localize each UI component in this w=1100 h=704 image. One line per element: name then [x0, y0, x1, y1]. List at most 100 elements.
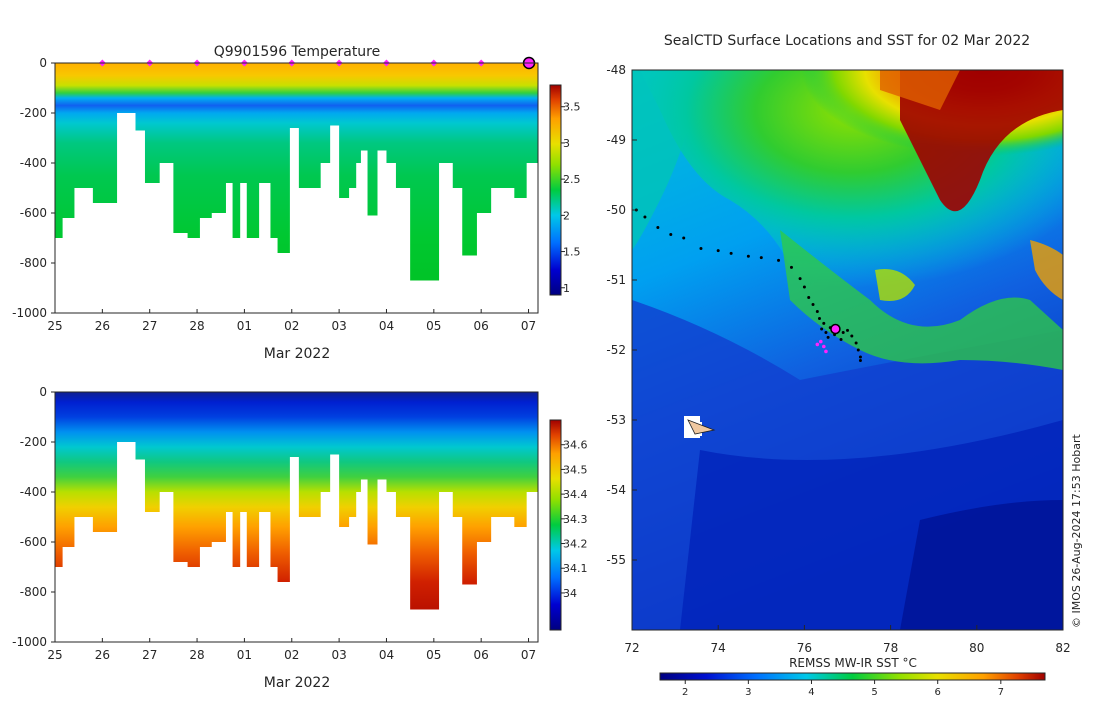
profile-column: [211, 63, 226, 213]
map-colorbar-tick-label: 2: [682, 687, 688, 698]
x-tick-label: 06: [474, 319, 489, 333]
x-tick-label: 02: [284, 648, 299, 662]
track-point: [839, 338, 843, 341]
profile-column: [270, 63, 279, 238]
map-y-tick-label: -51: [606, 273, 626, 287]
profile-column: [514, 392, 527, 527]
profile-column: [490, 392, 515, 517]
track-point: [822, 321, 826, 325]
track-point: [729, 251, 733, 255]
profile-column: [159, 392, 174, 492]
track-point: [811, 303, 815, 306]
salinity-y-axis: 0 -200 -400 -600 -800 -1000: [12, 385, 55, 649]
profile-column: [62, 392, 75, 547]
track-point: [789, 265, 793, 269]
profile-column: [329, 392, 340, 455]
profile-column: [232, 392, 241, 567]
colorbar-tick-label: 34.5: [563, 463, 588, 476]
track-point: [854, 341, 858, 345]
profile-column: [438, 63, 454, 163]
track-point: [746, 254, 750, 258]
profile-column: [476, 63, 492, 213]
map-y-tick-label: -50: [606, 203, 626, 217]
x-tick-label: 06: [474, 648, 489, 662]
y-tick-label: -800: [20, 256, 47, 270]
track-point: [826, 335, 830, 339]
y-tick-label: -1000: [12, 635, 47, 649]
salinity-xlabel: Mar 2022: [264, 675, 331, 691]
profile-column: [232, 63, 241, 238]
colorbar-tick-label: 2: [563, 209, 570, 222]
x-tick-label: 03: [331, 648, 346, 662]
profile-column: [452, 63, 463, 188]
profile-column: [225, 63, 234, 183]
salinity-x-axis: 25 26 27 28 01 02 03 04 05 06 07: [47, 638, 536, 662]
y-tick-label: -800: [20, 585, 47, 599]
track-point: [856, 348, 860, 352]
profile-column: [339, 63, 350, 198]
profile-point: [821, 344, 826, 349]
profile-column: [246, 392, 260, 567]
map-x-tick-label: 72: [624, 641, 639, 655]
profile-column: [277, 63, 290, 253]
map-x-tick-label: 74: [711, 641, 726, 655]
profile-column: [377, 392, 387, 480]
profile-column: [277, 392, 290, 582]
map-x-tick-label: 78: [883, 641, 898, 655]
profile-column: [92, 392, 118, 532]
profile-column: [199, 392, 212, 547]
profile-column: [320, 63, 331, 163]
profile-column: [462, 392, 477, 585]
track-point: [759, 256, 763, 260]
colorbar-tick-label: 3.5: [563, 101, 581, 114]
profile-column: [73, 392, 94, 517]
profile-column: [55, 392, 63, 567]
profile-column: [73, 63, 94, 188]
profile-column: [187, 63, 200, 238]
map-x-tick-label: 82: [1055, 641, 1070, 655]
profile-point: [824, 349, 828, 354]
profile-column: [116, 392, 136, 442]
track-point: [643, 215, 647, 219]
profile-column: [258, 392, 271, 512]
profile-column: [298, 63, 321, 188]
x-tick-label: 28: [189, 319, 204, 333]
profile-column: [438, 392, 454, 492]
x-tick-label: 07: [521, 319, 536, 333]
track-point: [820, 327, 824, 331]
profile-column: [173, 392, 189, 562]
profile-column: [239, 392, 248, 512]
profile-column: [298, 392, 321, 517]
y-tick-label: 0: [39, 385, 47, 399]
x-tick-label: 28: [189, 648, 204, 662]
profile-column: [490, 63, 515, 188]
colorbar-tick-label: 34.4: [563, 488, 588, 501]
track-point: [798, 277, 802, 281]
salinity-axes-frame: [54, 391, 539, 643]
profile-column: [225, 392, 234, 512]
x-tick-label: 03: [331, 319, 346, 333]
map-y-axis: -48 -49 -50 -51 -52 -53 -54 -55: [606, 63, 637, 567]
profile-column: [187, 392, 200, 567]
track-point: [699, 247, 703, 250]
profile-column: [329, 63, 340, 126]
temperature-colorbar-ticks: 3.5 3 2.5 2 1.5 1: [561, 101, 581, 295]
track-point: [716, 249, 720, 253]
profile-column: [355, 392, 361, 492]
y-tick-label: 0: [39, 56, 47, 70]
map-y-tick-label: -53: [606, 413, 626, 427]
profile-column: [367, 63, 378, 216]
profile-point: [815, 342, 820, 347]
track-point: [824, 331, 828, 334]
track-point: [777, 258, 781, 262]
colorbar-tick-label: 34.1: [563, 562, 588, 575]
colorbar-tick-label: 1.5: [563, 246, 581, 259]
profile-column: [386, 392, 397, 492]
profile-column: [348, 63, 357, 188]
profile-column: [348, 392, 357, 517]
salinity-profiles: [55, 392, 538, 610]
salinity-colorbar: [549, 419, 562, 631]
x-tick-label: 04: [379, 319, 394, 333]
x-tick-label: 26: [95, 648, 110, 662]
track-point: [656, 226, 660, 229]
